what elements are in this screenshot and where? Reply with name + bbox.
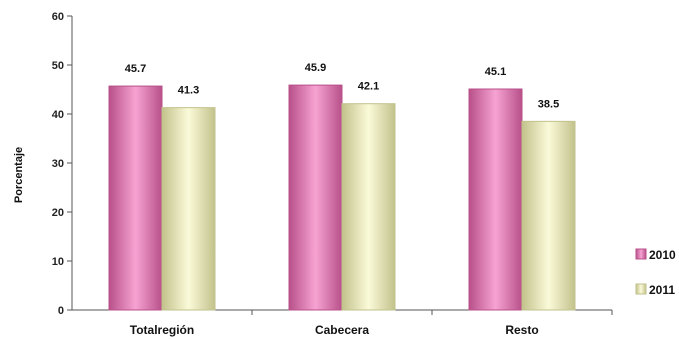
bar-2011-1	[341, 103, 396, 311]
x-category-label: Resto	[505, 323, 538, 337]
bars	[108, 84, 576, 311]
y-tick-label: 40	[52, 109, 64, 121]
y-tick-label: 30	[52, 158, 64, 170]
bar-2011-2	[521, 120, 576, 311]
y-tick-label: 50	[52, 60, 64, 72]
legend: 2010 2011	[635, 248, 676, 297]
bar-2011-0	[161, 107, 216, 311]
y-tick-label: 60	[52, 11, 64, 23]
data-label: 38.5	[538, 98, 559, 110]
data-label: 45.7	[125, 63, 146, 75]
x-category-label: Totalregión	[130, 323, 194, 337]
y-tick-label: 10	[52, 256, 64, 268]
axes: 0 10 20 30 40 50 60 Totalregión Cabecera Resto	[52, 11, 613, 337]
legend-swatch	[635, 248, 647, 260]
legend-label: 2011	[649, 283, 675, 297]
y-axis-title: Porcentaje	[13, 147, 25, 203]
bar-2010-1	[288, 84, 343, 311]
data-label: 45.1	[485, 66, 506, 78]
legend-label: 2010	[649, 248, 676, 262]
data-label: 42.1	[358, 81, 379, 93]
bar-2010-2	[468, 88, 523, 311]
bar-2010-0	[108, 85, 163, 311]
y-tick-label: 0	[58, 305, 64, 317]
data-label: 45.9	[305, 62, 326, 74]
y-tick-label: 20	[52, 207, 64, 219]
data-labels: 45.7 41.3 45.9 42.1 45.1 38.5	[125, 62, 559, 110]
legend-swatch	[635, 283, 647, 295]
data-label: 41.3	[178, 85, 199, 97]
x-category-label: Cabecera	[315, 323, 369, 337]
